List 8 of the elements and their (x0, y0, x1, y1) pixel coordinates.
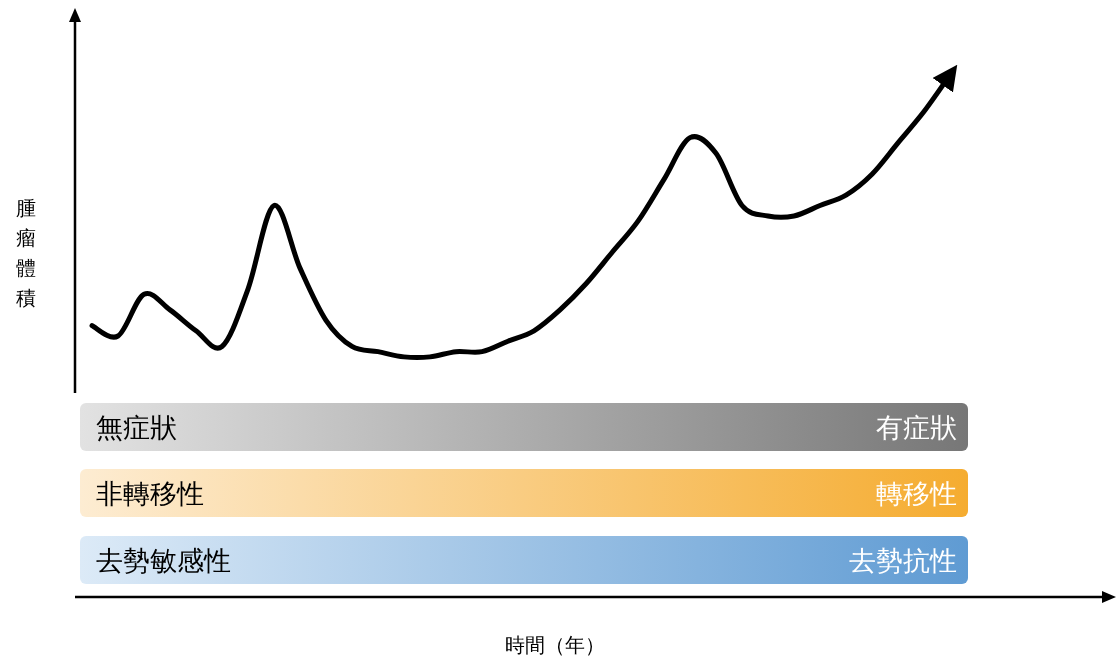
annotation: 去勢抗性 (849, 545, 957, 576)
annotation: 無症狀 (96, 412, 177, 443)
annotation: 轉移性 (876, 478, 957, 509)
annotation: 去勢敏感性 (96, 545, 231, 576)
annotation: 非轉移性 (96, 478, 204, 509)
xlabel: 時間（年） (505, 633, 605, 657)
ylabel: 腫瘤體積 (16, 196, 36, 310)
annotation: 有症狀 (876, 412, 957, 443)
